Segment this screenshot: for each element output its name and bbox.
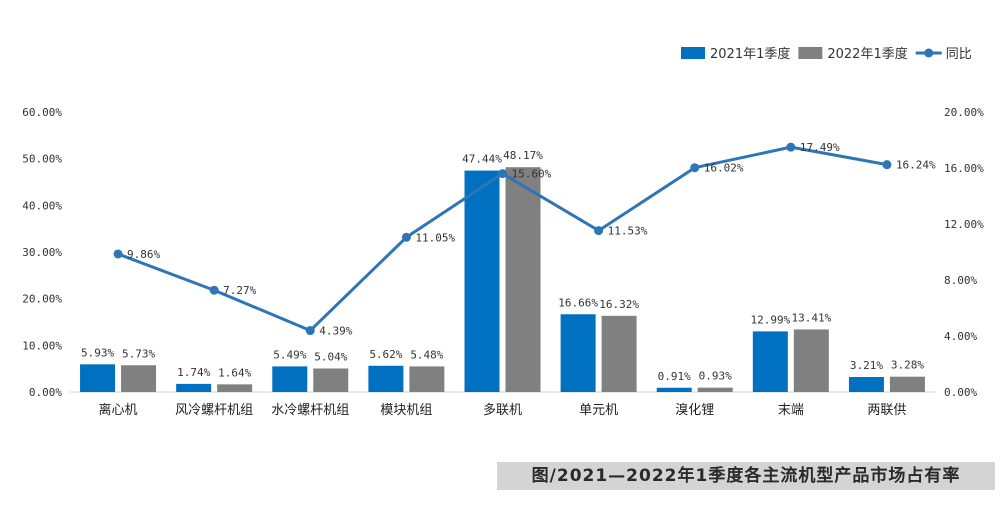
bar-series1 bbox=[176, 383, 212, 392]
bar-data-label: 5.73% bbox=[122, 347, 155, 360]
bar-data-label: 0.93% bbox=[699, 370, 732, 383]
bar-series1 bbox=[848, 377, 884, 392]
y-left-tick-label: 30.00% bbox=[22, 246, 62, 259]
line-point bbox=[882, 160, 892, 170]
bar-data-label: 3.21% bbox=[850, 359, 883, 372]
line-point bbox=[401, 232, 411, 242]
y-left-tick-label: 60.00% bbox=[22, 106, 62, 119]
line-data-label: 7.27% bbox=[223, 284, 256, 297]
bar-series2 bbox=[889, 376, 925, 392]
bar-data-label: 1.64% bbox=[218, 366, 251, 379]
bar-series1 bbox=[464, 170, 500, 392]
bar-series1 bbox=[368, 365, 404, 392]
bar-data-label: 48.17% bbox=[503, 149, 543, 162]
line-data-label: 9.86% bbox=[127, 248, 160, 261]
legend-label: 2021年1季度 bbox=[710, 46, 790, 62]
line-point bbox=[498, 169, 507, 179]
y-right-tick-label: 8.00% bbox=[944, 274, 977, 287]
line-data-label: 17.49% bbox=[800, 141, 840, 154]
bar-data-label: 12.99% bbox=[750, 313, 790, 326]
legend-label: 2022年1季度 bbox=[827, 46, 907, 62]
y-right-tick-label: 20.00% bbox=[944, 106, 984, 119]
x-category-label: 水冷螺杆机组 bbox=[271, 403, 349, 418]
bar-data-label: 5.49% bbox=[273, 348, 306, 361]
y-right-tick-label: 4.00% bbox=[944, 330, 977, 343]
y-left-tick-label: 0.00% bbox=[29, 386, 62, 399]
y-right-tick-label: 0.00% bbox=[944, 386, 977, 399]
bar-series2 bbox=[505, 167, 541, 392]
bar-data-label: 3.28% bbox=[891, 359, 924, 372]
line-point bbox=[690, 163, 700, 173]
bar-data-label: 16.66% bbox=[558, 296, 598, 309]
line-data-label: 15.60% bbox=[512, 168, 552, 181]
line-point bbox=[786, 142, 796, 152]
x-category-label: 风冷螺杆机组 bbox=[175, 403, 253, 418]
legend-line-marker bbox=[924, 48, 934, 58]
bar-series1 bbox=[272, 366, 308, 392]
line-data-label: 16.02% bbox=[704, 162, 744, 175]
line-data-label: 11.05% bbox=[415, 231, 455, 244]
y-left-tick-label: 40.00% bbox=[22, 199, 62, 212]
bar-series2 bbox=[409, 366, 445, 392]
y-right-tick-label: 16.00% bbox=[944, 162, 984, 175]
bar-data-label: 0.91% bbox=[658, 370, 691, 383]
bar-data-label: 5.93% bbox=[81, 346, 114, 359]
bar-data-label: 5.04% bbox=[314, 350, 347, 363]
bar-series2 bbox=[697, 387, 733, 392]
bar-data-label: 5.48% bbox=[410, 348, 443, 361]
bar-series1 bbox=[560, 314, 596, 392]
bar-series2 bbox=[601, 315, 637, 392]
bar-series2 bbox=[793, 329, 829, 392]
bar-series2 bbox=[121, 365, 157, 392]
bar-data-label: 16.32% bbox=[599, 298, 639, 311]
line-point bbox=[113, 249, 123, 259]
y-right-tick-label: 12.00% bbox=[944, 218, 984, 231]
x-category-label: 模块机组 bbox=[380, 403, 432, 418]
legend-swatch bbox=[798, 47, 823, 59]
bar-series2 bbox=[313, 368, 349, 392]
bar-data-label: 5.62% bbox=[369, 348, 402, 361]
bar-series1 bbox=[80, 364, 116, 392]
line-point bbox=[305, 326, 315, 336]
bar-data-label: 47.44% bbox=[462, 153, 502, 166]
y-left-tick-label: 20.00% bbox=[22, 293, 62, 306]
chart-caption: 图/2021—2022年1季度各主流机型产品市场占有率 bbox=[497, 462, 995, 490]
legend-swatch bbox=[681, 47, 705, 59]
x-category-label: 单元机 bbox=[579, 403, 618, 418]
y-left-tick-label: 10.00% bbox=[22, 339, 62, 352]
bar-series1 bbox=[752, 331, 788, 392]
legend-label: 同比 bbox=[946, 47, 972, 62]
bar-series1 bbox=[656, 387, 692, 392]
line-point bbox=[594, 226, 604, 236]
x-category-label: 溴化锂 bbox=[675, 403, 714, 418]
x-category-label: 两联供 bbox=[867, 403, 906, 418]
bar-series2 bbox=[217, 384, 253, 392]
x-category-label: 多联机 bbox=[483, 402, 522, 418]
x-category-label: 离心机 bbox=[99, 402, 138, 418]
bar-data-label: 1.74% bbox=[177, 366, 210, 379]
x-category-label: 末端 bbox=[778, 403, 804, 418]
line-data-label: 11.53% bbox=[608, 225, 648, 238]
bar-data-label: 13.41% bbox=[791, 311, 831, 324]
line-data-label: 4.39% bbox=[319, 325, 352, 338]
y-left-tick-label: 50.00% bbox=[22, 153, 62, 166]
line-data-label: 16.24% bbox=[896, 159, 936, 172]
line-point bbox=[209, 285, 219, 295]
